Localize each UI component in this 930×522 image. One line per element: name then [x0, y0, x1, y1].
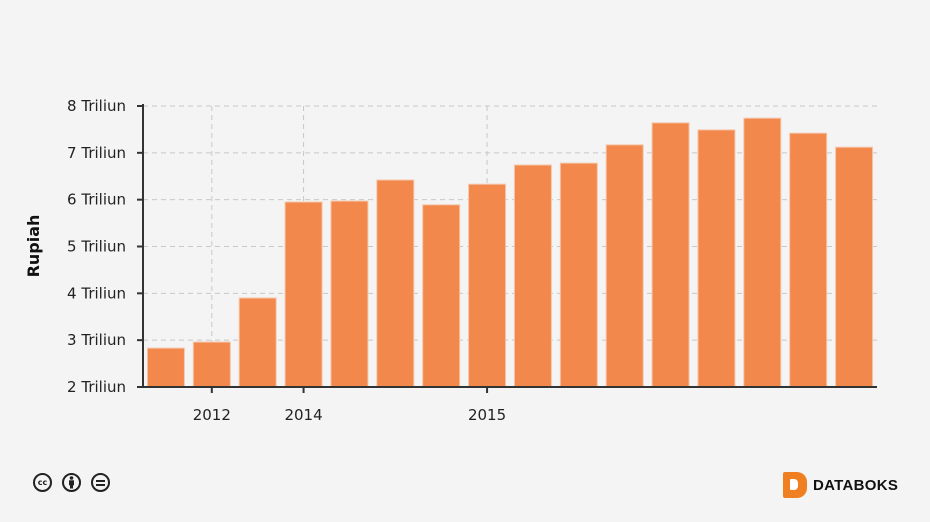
bar — [605, 144, 644, 388]
cc-icon: cc — [33, 473, 52, 492]
bar — [789, 132, 828, 388]
bar — [192, 341, 231, 388]
bar — [651, 122, 690, 388]
x-tick-label: 2012 — [193, 406, 231, 424]
y-axis-label: Rupiah — [24, 215, 43, 278]
bar — [146, 347, 185, 388]
y-tick-label: 3 Triliun — [67, 331, 126, 349]
bar — [835, 146, 874, 388]
bar — [559, 162, 598, 388]
y-tick-label: 2 Triliun — [67, 378, 126, 396]
y-tick-label: 5 Triliun — [67, 238, 126, 256]
by-icon — [62, 473, 81, 492]
bar — [284, 201, 323, 388]
x-tick-label: 2015 — [468, 406, 506, 424]
bar — [422, 204, 461, 388]
bar — [238, 297, 277, 388]
bar — [743, 117, 782, 388]
bar — [376, 179, 415, 388]
bar — [468, 183, 507, 388]
bar-chart: Rupiah 2 Triliun 3 Triliun 4 Triliun 5 Tril… — [24, 97, 877, 424]
bar — [330, 200, 369, 388]
databoks-logo-mark — [783, 472, 807, 498]
nd-icon — [91, 473, 110, 492]
y-tick-label: 8 Triliun — [67, 97, 126, 115]
bar — [513, 164, 552, 388]
x-tick-label: 2014 — [284, 406, 322, 424]
y-tick-label: 4 Triliun — [67, 284, 126, 302]
bar — [697, 129, 736, 388]
databoks-logo: DATABOKS — [783, 472, 898, 498]
y-tick-label: 7 Triliun — [67, 144, 126, 162]
brand-name: DATABOKS — [813, 476, 899, 494]
y-tick-label: 6 Triliun — [67, 191, 126, 209]
